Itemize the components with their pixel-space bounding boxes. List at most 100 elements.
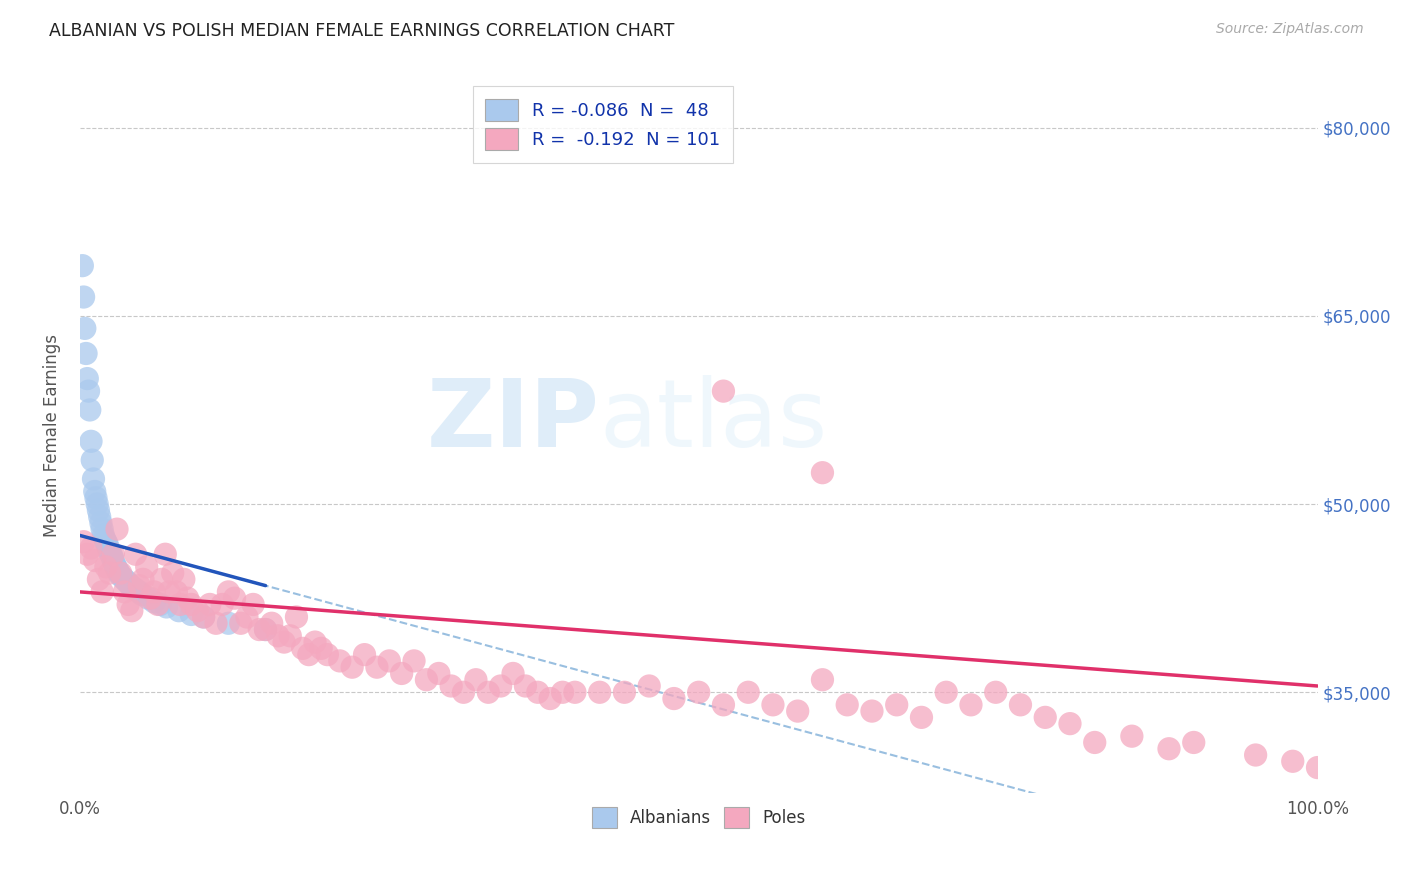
Point (638, 679, 661, 693)
Point (143, 585, 166, 599)
Point (329, 654, 352, 668)
Legend: Albanians, Poles: Albanians, Poles (585, 801, 813, 834)
Point (340, 660, 363, 674)
Point (135, 559, 157, 574)
Point (72, 534, 94, 549)
Point (254, 623, 277, 637)
Point (1084, 735, 1107, 749)
Point (150, 572, 173, 586)
Point (811, 673, 834, 687)
Point (1033, 710, 1056, 724)
Text: ZIP: ZIP (427, 375, 600, 467)
Point (515, 679, 537, 693)
Point (93, 532, 115, 546)
Point (1306, 760, 1329, 774)
Point (169, 598, 191, 612)
Point (304, 635, 326, 649)
Point (186, 604, 208, 618)
Point (427, 666, 450, 681)
Point (713, 698, 735, 712)
Point (118, 577, 141, 591)
Text: Source: ZipAtlas.com: Source: ZipAtlas.com (1216, 22, 1364, 37)
Point (90, 516, 112, 530)
Point (180, 598, 202, 612)
Point (98, 566, 121, 580)
Point (502, 666, 524, 681)
Point (273, 635, 295, 649)
Point (82, 472, 104, 486)
Point (1281, 754, 1303, 768)
Point (713, 384, 735, 398)
Point (98, 545, 121, 559)
Point (236, 610, 259, 624)
Point (155, 547, 177, 561)
Point (124, 547, 146, 561)
Point (104, 559, 127, 574)
Point (489, 679, 512, 693)
Point (155, 599, 177, 614)
Point (564, 685, 586, 699)
Point (76, 547, 98, 561)
Point (121, 580, 143, 594)
Text: atlas: atlas (600, 375, 828, 467)
Point (551, 685, 574, 699)
Point (103, 547, 125, 561)
Point (613, 685, 636, 699)
Point (1157, 741, 1180, 756)
Point (1010, 698, 1032, 712)
Point (115, 574, 138, 589)
Point (278, 629, 301, 643)
Point (762, 698, 785, 712)
Point (1182, 735, 1205, 749)
Point (298, 648, 321, 662)
Point (162, 566, 184, 580)
Point (86, 497, 108, 511)
Point (105, 562, 128, 576)
Point (83, 553, 105, 567)
Point (737, 685, 759, 699)
Point (82, 453, 104, 467)
Point (366, 660, 388, 674)
Y-axis label: Median Female Earnings: Median Female Earnings (44, 334, 60, 537)
Point (93, 528, 115, 542)
Point (143, 595, 166, 609)
Point (402, 654, 425, 668)
Point (100, 547, 122, 561)
Point (217, 585, 239, 599)
Point (89, 509, 111, 524)
Point (589, 685, 612, 699)
Point (94, 534, 117, 549)
Point (72, 290, 94, 304)
Point (128, 579, 150, 593)
Point (110, 566, 132, 580)
Point (157, 585, 180, 599)
Point (128, 585, 150, 599)
Point (316, 648, 339, 662)
Text: ALBANIAN VS POLISH MEDIAN FEMALE EARNINGS CORRELATION CHART: ALBANIAN VS POLISH MEDIAN FEMALE EARNING… (49, 22, 675, 40)
Point (291, 641, 314, 656)
Point (837, 698, 859, 712)
Point (260, 616, 283, 631)
Point (139, 591, 162, 606)
Point (149, 598, 172, 612)
Point (267, 629, 290, 643)
Point (198, 598, 221, 612)
Point (935, 685, 957, 699)
Point (72, 259, 94, 273)
Point (662, 691, 685, 706)
Point (83, 484, 105, 499)
Point (84, 491, 107, 505)
Point (91, 585, 114, 599)
Point (309, 641, 332, 656)
Point (391, 666, 413, 681)
Point (73, 321, 96, 335)
Point (254, 623, 277, 637)
Point (453, 685, 475, 699)
Point (224, 591, 246, 606)
Point (111, 570, 134, 584)
Point (77, 384, 100, 398)
Point (103, 558, 125, 572)
Point (132, 572, 155, 586)
Point (353, 648, 375, 662)
Point (229, 616, 252, 631)
